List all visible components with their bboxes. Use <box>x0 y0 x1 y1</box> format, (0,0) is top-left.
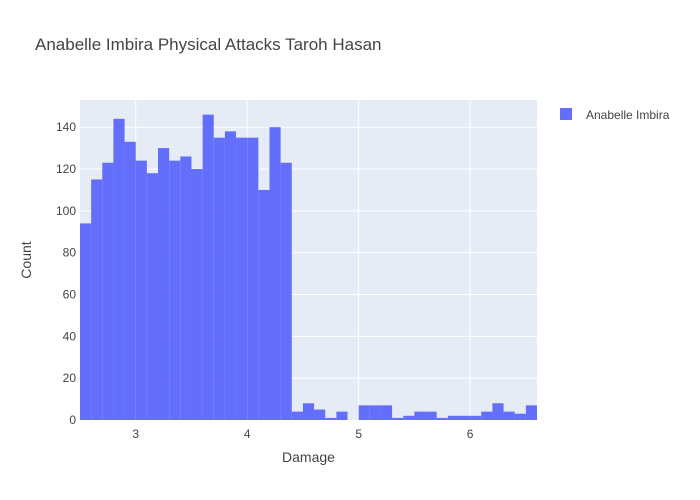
histogram-bar <box>380 405 393 420</box>
histogram-bar <box>314 409 326 420</box>
histogram-bar <box>191 169 203 420</box>
histogram-bar <box>247 137 259 420</box>
histogram-bar <box>146 173 159 420</box>
histogram-bar <box>224 131 237 420</box>
bars <box>80 114 537 421</box>
histogram-bar <box>180 156 192 420</box>
histogram-bar <box>80 223 92 420</box>
histogram-bar <box>447 415 459 420</box>
y-tick-label: 120 <box>56 162 76 176</box>
y-axis-ticks: 0 20 40 60 80 100 120 140 <box>56 120 76 427</box>
y-tick-label: 20 <box>63 371 77 385</box>
histogram-bar <box>525 405 537 420</box>
histogram-bar <box>124 141 136 420</box>
histogram-bar <box>291 411 303 420</box>
histogram-bar <box>169 160 181 420</box>
histogram-bar <box>403 415 415 420</box>
histogram-bar <box>135 160 147 420</box>
histogram-bar <box>158 148 170 421</box>
y-tick-label: 100 <box>56 204 76 218</box>
histogram-bar <box>503 411 515 420</box>
histogram-bar <box>213 137 225 420</box>
legend-label: Anabelle Imbira <box>586 108 670 122</box>
x-tick-label: 6 <box>467 427 474 441</box>
chart-title: Anabelle Imbira Physical Attacks Taroh H… <box>35 35 381 54</box>
histogram-bar <box>202 114 214 420</box>
histogram-bar <box>436 417 448 420</box>
histogram-bar <box>458 415 471 420</box>
histogram-bar <box>258 189 270 420</box>
histogram-bar <box>102 162 114 420</box>
x-tick-label: 3 <box>132 427 139 441</box>
y-tick-label: 60 <box>63 288 77 302</box>
x-axis-ticks: 3 4 5 6 <box>132 427 473 441</box>
histogram-bar <box>336 411 348 420</box>
histogram-bar <box>470 415 482 420</box>
histogram-bar <box>325 417 337 420</box>
x-tick-label: 4 <box>244 427 251 441</box>
histogram-bar <box>302 403 315 420</box>
y-tick-label: 80 <box>63 246 77 260</box>
legend-swatch <box>560 108 572 120</box>
histogram-bar <box>414 411 426 420</box>
y-tick-label: 40 <box>63 329 77 343</box>
histogram-bar <box>91 179 103 420</box>
histogram-bar <box>113 118 125 420</box>
histogram-bar <box>392 417 404 420</box>
histogram-bar <box>236 137 248 420</box>
y-tick-label: 140 <box>56 120 76 134</box>
x-tick-label: 5 <box>355 427 362 441</box>
histogram-bar <box>358 405 370 420</box>
histogram-bar <box>369 405 381 420</box>
y-tick-label: 0 <box>69 413 76 427</box>
legend[interactable]: Anabelle Imbira <box>560 108 670 122</box>
y-axis-title: Count <box>18 241 34 278</box>
histogram-bar <box>269 127 281 420</box>
histogram-bar <box>492 403 504 420</box>
x-axis-title: Damage <box>282 449 335 465</box>
histogram-bar <box>514 413 526 420</box>
histogram-bar <box>280 162 292 420</box>
histogram-bar <box>425 411 437 420</box>
histogram-bar <box>481 411 493 420</box>
